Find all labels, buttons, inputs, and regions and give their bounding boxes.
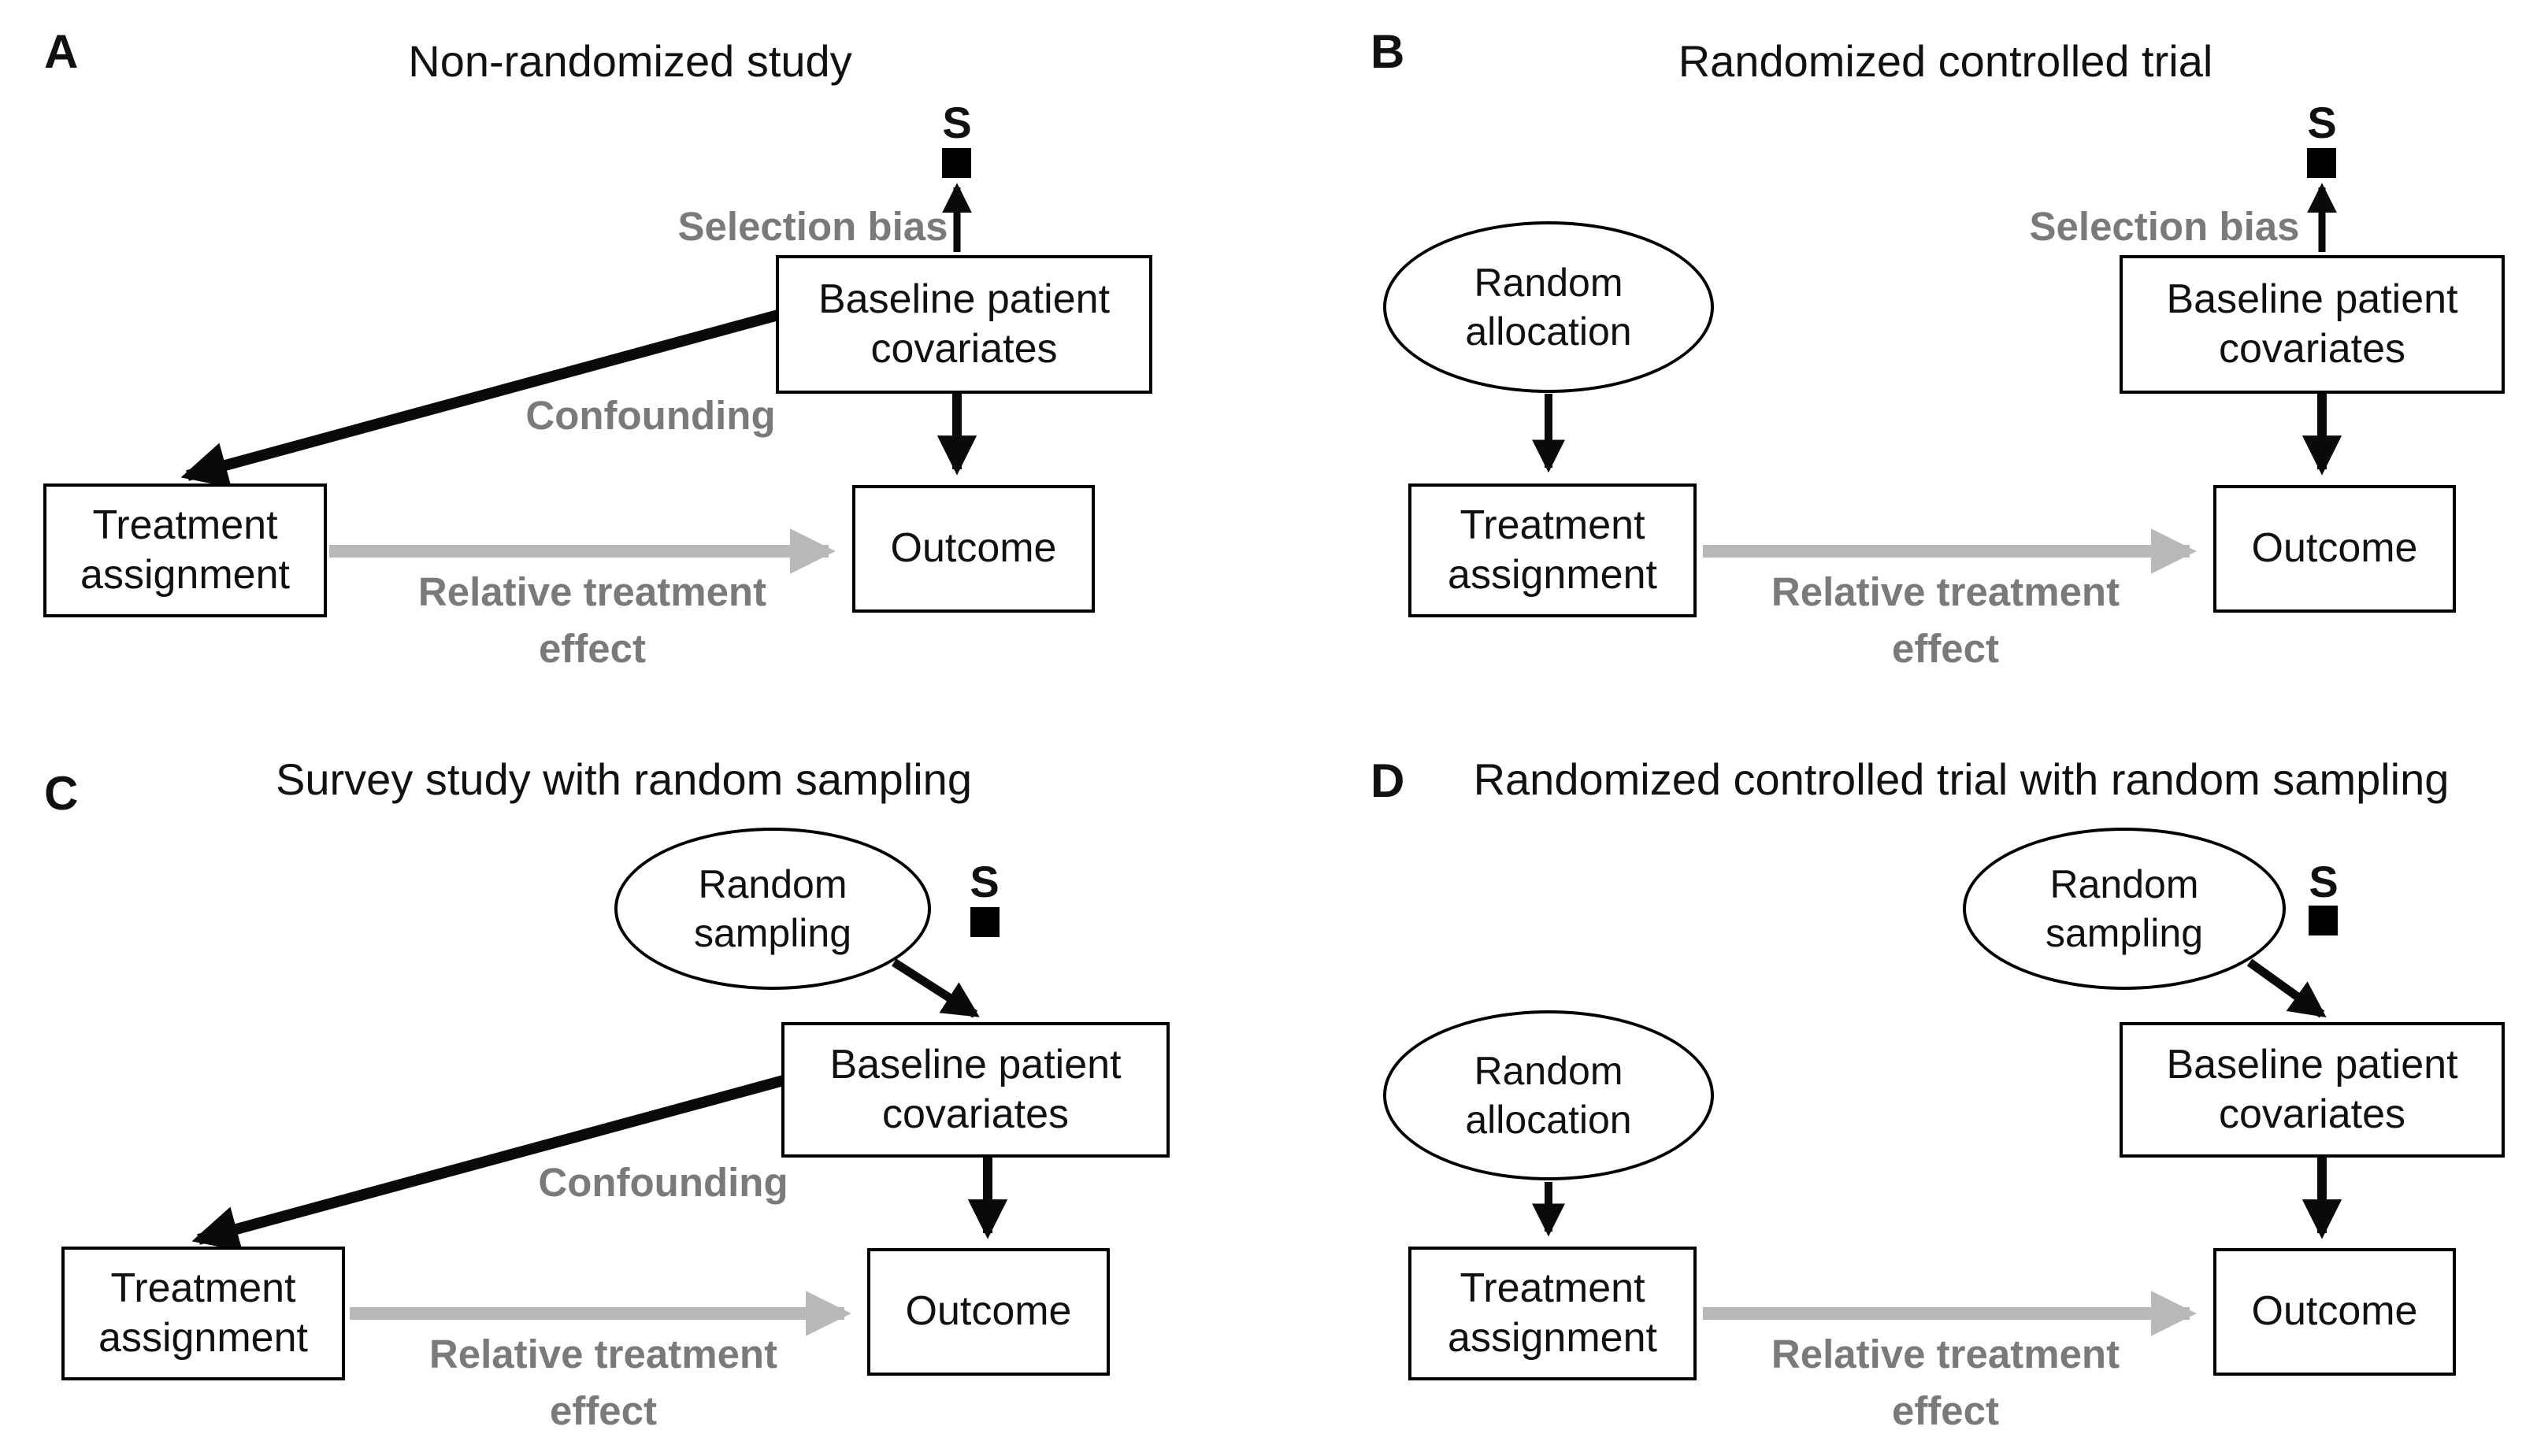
panel-a-selection-square <box>942 148 971 178</box>
panel-c-covariates-box: Baseline patient covariates <box>781 1022 1170 1158</box>
panel-c-selection-square <box>970 907 1000 937</box>
panel-b-outcome-box: Outcome <box>2213 485 2456 613</box>
d-sampling-covariates-arrow <box>2246 958 2327 1018</box>
panel-a-covariates-box: Baseline patient covariates <box>776 255 1152 394</box>
panel-d-random-allocation-ellipse: Random allocation <box>1383 1010 1714 1180</box>
panel-c-relative-effect-label: Relative treatment effect <box>428 1332 778 1433</box>
panel-a-treatment-box: Treatment assignment <box>43 483 327 617</box>
panel-b-selection-square <box>2307 148 2336 178</box>
panel-b-relative-effect-label: Relative treatment effect <box>1771 569 2120 671</box>
panel-c-s-node: S <box>970 857 1000 906</box>
a-confounding-arrow <box>180 309 780 488</box>
panel-c-random-sampling-ellipse: Random sampling <box>614 828 931 990</box>
c-confounding-arrow <box>191 1075 785 1252</box>
panel-c-outcome-box: Outcome <box>867 1248 1110 1376</box>
panel-b-letter: B <box>1370 25 1405 78</box>
panel-b-s-node: S <box>2307 98 2337 147</box>
panel-a-relative-effect-label: Relative treatment effect <box>417 569 767 671</box>
panel-d-outcome-box: Outcome <box>2213 1248 2456 1376</box>
c-sampling-covariates-arrow <box>892 958 980 1018</box>
panel-b-covariates-box: Baseline patient covariates <box>2120 255 2505 394</box>
panel-c-treatment-box: Treatment assignment <box>61 1247 345 1380</box>
panel-b-selection-bias-label: Selection bias <box>2029 204 2300 249</box>
panel-a-confounding-label: Confounding <box>525 393 776 438</box>
panel-a-title: Non-randomized study <box>408 36 852 86</box>
panel-c-confounding-label: Confounding <box>538 1160 788 1205</box>
panel-c-title: Survey study with random sampling <box>276 754 972 804</box>
panel-b-treatment-box: Treatment assignment <box>1408 483 1697 617</box>
panel-a-selection-bias-label: Selection bias <box>677 204 948 249</box>
panel-b-random-allocation-ellipse: Random allocation <box>1383 221 1714 393</box>
panel-d-selection-square <box>2309 906 2338 935</box>
panel-a-s-node: S <box>942 98 972 147</box>
panel-d-covariates-box: Baseline patient covariates <box>2120 1022 2505 1158</box>
panel-a-outcome-box: Outcome <box>852 485 1095 613</box>
panel-d-letter: D <box>1370 754 1405 807</box>
panel-c-letter: C <box>44 767 79 820</box>
panel-d-s-node: S <box>2309 857 2339 906</box>
panel-d-title: Randomized controlled trial with random … <box>1473 754 2450 804</box>
panel-d-random-sampling-ellipse: Random sampling <box>1963 828 2286 990</box>
panel-b-title: Randomized controlled trial <box>1678 36 2213 86</box>
panel-a-letter: A <box>44 25 79 78</box>
panel-d-treatment-box: Treatment assignment <box>1408 1247 1697 1380</box>
panel-d-relative-effect-label: Relative treatment effect <box>1771 1332 2120 1433</box>
